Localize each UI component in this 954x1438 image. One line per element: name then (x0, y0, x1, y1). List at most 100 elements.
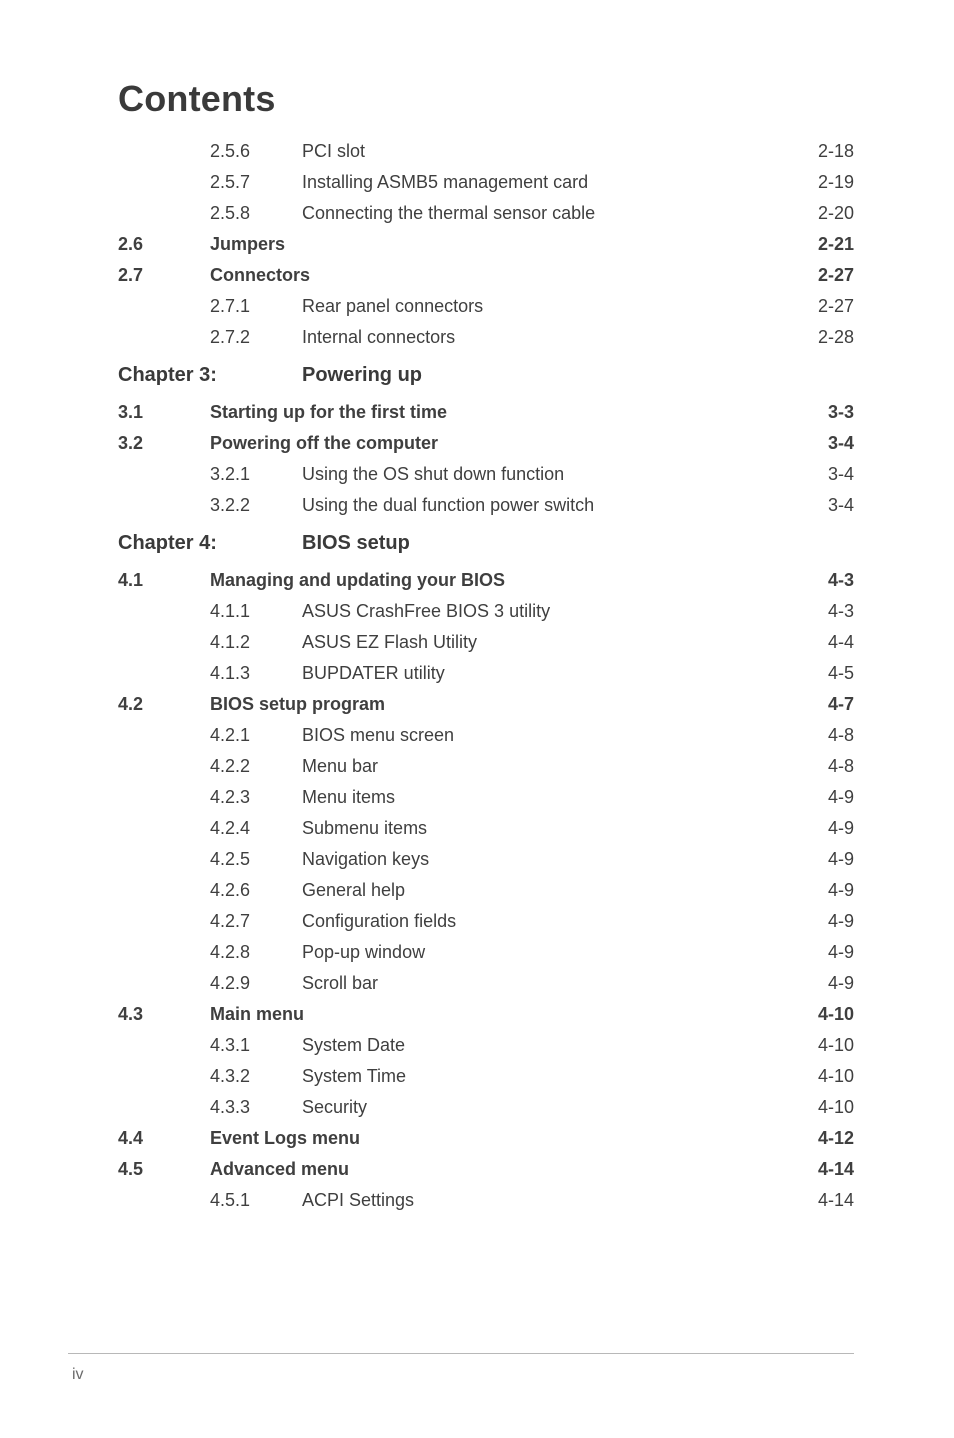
page-title: Contents (118, 78, 854, 120)
toc-number: 4.4 (118, 1129, 210, 1147)
toc-number: 4.2.5 (210, 850, 302, 868)
toc-number: 4.3.1 (210, 1036, 302, 1054)
toc-subsection-row: 3.2.1Using the OS shut down function3-4 (118, 465, 854, 483)
toc-page: 2-20 (818, 204, 854, 222)
toc-page: 4-10 (818, 1067, 854, 1085)
toc-label: Internal connectors (302, 328, 455, 346)
toc-number: 4.2.9 (210, 974, 302, 992)
toc-label: BIOS menu screen (302, 726, 454, 744)
toc-number: 4.1.1 (210, 602, 302, 620)
toc-number: 4.2.7 (210, 912, 302, 930)
toc-label: Jumpers (210, 235, 285, 253)
toc-page: 4-9 (828, 974, 854, 992)
chapter-title: Powering up (302, 364, 422, 387)
toc-number: 4.5.1 (210, 1191, 302, 1209)
toc-number: 4.2.3 (210, 788, 302, 806)
toc-number: 4.1.2 (210, 633, 302, 651)
toc-page: 4-12 (818, 1129, 854, 1147)
toc-number: 4.1 (118, 571, 210, 589)
toc-page: 4-3 (828, 602, 854, 620)
toc-number: 4.3 (118, 1005, 210, 1023)
toc-label: Navigation keys (302, 850, 429, 868)
toc-page: 2-28 (818, 328, 854, 346)
toc-label: Managing and updating your BIOS (210, 571, 505, 589)
toc-subsection-row: 4.1.1ASUS CrashFree BIOS 3 utility 4-3 (118, 602, 854, 620)
chapter-heading: Chapter 3:Powering up (118, 364, 854, 387)
toc-number: 3.1 (118, 403, 210, 421)
toc-section-row: 3.1Starting up for the first time3-3 (118, 403, 854, 421)
toc-page: 4-3 (828, 571, 854, 589)
toc-section-row: 2.7Connectors2-27 (118, 266, 854, 284)
toc-subsection-row: 4.2.3Menu items4-9 (118, 788, 854, 806)
toc-page: 2-19 (818, 173, 854, 191)
toc-number: 2.7.2 (210, 328, 302, 346)
toc-subsection-row: 2.7.1Rear panel connectors2-27 (118, 297, 854, 315)
toc-number: 4.1.3 (210, 664, 302, 682)
toc-subsection-row: 4.2.4Submenu items4-9 (118, 819, 854, 837)
toc-page: 4-5 (828, 664, 854, 682)
toc-page: 4-9 (828, 819, 854, 837)
toc-section-row: 4.4Event Logs menu4-12 (118, 1129, 854, 1147)
toc-label: Configuration fields (302, 912, 456, 930)
toc-page: 2-27 (818, 297, 854, 315)
toc-page: 4-10 (818, 1005, 854, 1023)
toc-label: System Time (302, 1067, 406, 1085)
toc-page: 4-14 (818, 1191, 854, 1209)
toc-page: 2-21 (818, 235, 854, 253)
toc-subsection-row: 4.1.2ASUS EZ Flash Utility 4-4 (118, 633, 854, 651)
toc-label: PCI slot (302, 142, 365, 160)
toc-section-row: 3.2Powering off the computer3-4 (118, 434, 854, 452)
toc-page: 4-14 (818, 1160, 854, 1178)
toc-page: 4-9 (828, 788, 854, 806)
toc-label: Menu bar (302, 757, 378, 775)
toc-page: 4-4 (828, 633, 854, 651)
toc-number: 2.5.6 (210, 142, 302, 160)
toc-subsection-row: 4.2.7Configuration fields4-9 (118, 912, 854, 930)
toc-number: 2.7 (118, 266, 210, 284)
toc-page: 3-4 (828, 496, 854, 514)
toc-list: 2.5.6PCI slot2-182.5.7Installing ASMB5 m… (118, 142, 854, 1209)
toc-page: 3-3 (828, 403, 854, 421)
toc-subsection-row: 4.5.1ACPI Settings 4-14 (118, 1191, 854, 1209)
toc-number: 4.2 (118, 695, 210, 713)
toc-label: ASUS CrashFree BIOS 3 utility (302, 602, 550, 620)
toc-label: ACPI Settings (302, 1191, 414, 1209)
toc-number: 2.5.7 (210, 173, 302, 191)
toc-page: 4-8 (828, 726, 854, 744)
toc-label: Advanced menu (210, 1160, 349, 1178)
toc-number: 2.5.8 (210, 204, 302, 222)
page-footer: iv (0, 1353, 954, 1384)
toc-number: 4.2.8 (210, 943, 302, 961)
toc-subsection-row: 4.2.2Menu bar4-8 (118, 757, 854, 775)
toc-label: General help (302, 881, 405, 899)
toc-page: 4-9 (828, 881, 854, 899)
toc-subsection-row: 4.2.5Navigation keys4-9 (118, 850, 854, 868)
footer-page-number: iv (72, 1366, 854, 1384)
toc-page: 4-10 (818, 1036, 854, 1054)
toc-subsection-row: 4.3.2System Time4-10 (118, 1067, 854, 1085)
toc-number: 4.2.6 (210, 881, 302, 899)
toc-page: 2-27 (818, 266, 854, 284)
toc-number: 2.6 (118, 235, 210, 253)
toc-subsection-row: 4.2.8Pop-up window 4-9 (118, 943, 854, 961)
toc-label: Using the OS shut down function (302, 465, 564, 483)
chapter-heading: Chapter 4:BIOS setup (118, 532, 854, 555)
toc-label: ASUS EZ Flash Utility (302, 633, 477, 651)
toc-subsection-row: 2.5.8Connecting the thermal sensor cable… (118, 204, 854, 222)
toc-page: 4-7 (828, 695, 854, 713)
toc-page: 4-9 (828, 943, 854, 961)
toc-number: 4.2.4 (210, 819, 302, 837)
toc-section-row: 4.3Main menu4-10 (118, 1005, 854, 1023)
toc-number: 4.3.3 (210, 1098, 302, 1116)
toc-number: 4.2.2 (210, 757, 302, 775)
toc-subsection-row: 4.1.3BUPDATER utility4-5 (118, 664, 854, 682)
toc-label: Connecting the thermal sensor cable (302, 204, 595, 222)
toc-subsection-row: 4.2.1BIOS menu screen4-8 (118, 726, 854, 744)
toc-label: Pop-up window (302, 943, 425, 961)
toc-section-row: 4.1Managing and updating your BIOS 4-3 (118, 571, 854, 589)
toc-section-row: 4.2BIOS setup program 4-7 (118, 695, 854, 713)
toc-label: BIOS setup program (210, 695, 385, 713)
toc-subsection-row: 2.5.6PCI slot2-18 (118, 142, 854, 160)
footer-rule (68, 1353, 854, 1354)
toc-page: 4-10 (818, 1098, 854, 1116)
